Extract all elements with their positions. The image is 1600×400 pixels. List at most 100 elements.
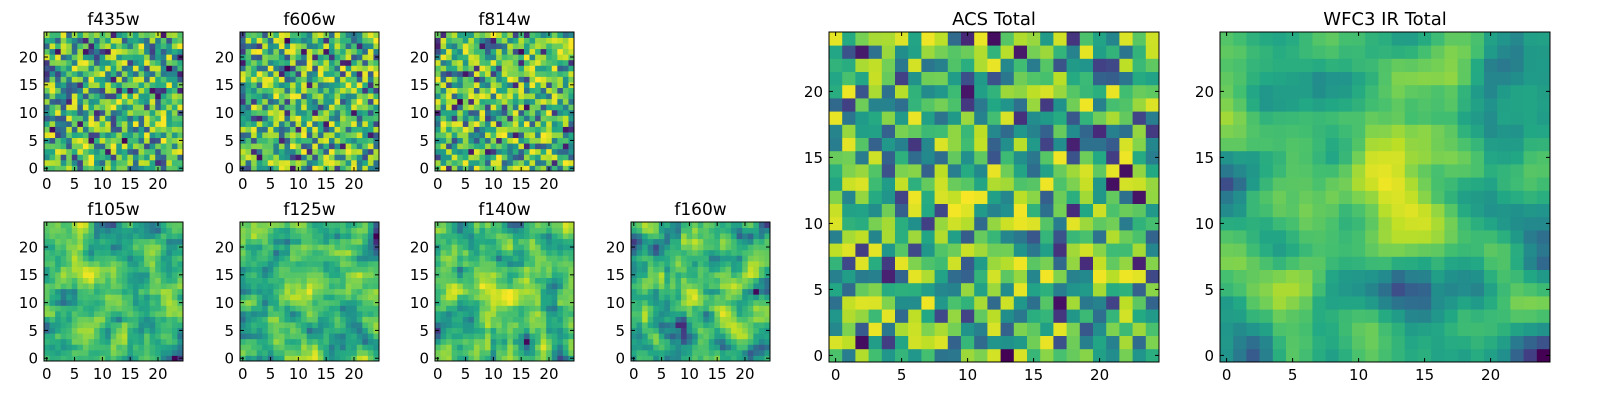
heatmap-cell [323, 115, 330, 122]
heatmap-cell [557, 344, 564, 351]
heatmap-cell [295, 322, 302, 329]
heatmap-cell [518, 93, 525, 100]
heatmap-cell [295, 299, 302, 306]
heatmap-cell [71, 349, 78, 356]
heatmap-cell [1027, 216, 1041, 231]
heatmap-cell [736, 238, 743, 245]
heatmap-cell [529, 109, 536, 116]
heatmap-cell [921, 282, 935, 297]
heatmap-cell [681, 277, 687, 284]
heatmap-cell [664, 355, 671, 362]
heatmap-cell [708, 333, 715, 340]
heatmap-cell [306, 327, 313, 334]
heatmap-cell [278, 98, 285, 105]
heatmap-cell [535, 299, 542, 306]
heatmap-cell [60, 338, 67, 345]
heatmap-cell [149, 93, 156, 100]
heatmap-cell [636, 283, 643, 290]
heatmap-cell [290, 310, 296, 317]
heatmap-cell [1040, 216, 1054, 231]
heatmap-cell [961, 269, 975, 284]
heatmap-cell [947, 335, 962, 350]
heatmap-cell [251, 294, 258, 301]
y-tick-label: 20 [215, 48, 234, 66]
heatmap-cell [138, 93, 145, 100]
heatmap-cell [546, 126, 553, 133]
heatmap-cell [367, 65, 374, 72]
heatmap-cell [731, 316, 738, 323]
heatmap-cell [44, 43, 50, 50]
heatmap-cell [451, 82, 458, 88]
heatmap-cell [144, 266, 151, 273]
heatmap-cell [317, 294, 324, 301]
heatmap-cell [323, 54, 330, 61]
y-tick-label: 15 [215, 76, 234, 94]
heatmap-cell [55, 238, 62, 245]
heatmap-cell [725, 244, 732, 251]
heatmap-cell [334, 148, 341, 155]
heatmap-cell [719, 277, 726, 284]
heatmap-cell [1040, 230, 1054, 244]
heatmap-cell [1066, 269, 1081, 284]
heatmap-cell [356, 327, 363, 334]
heatmap-cell [568, 222, 575, 228]
heatmap-cell [529, 154, 536, 161]
heatmap-cell [462, 333, 469, 340]
heatmap-cell [356, 244, 363, 251]
heatmap-cell [273, 148, 280, 155]
heatmap-cell [496, 126, 503, 133]
heatmap-cell [881, 296, 896, 310]
heatmap-cell [49, 327, 56, 334]
heatmap-cell [440, 154, 447, 161]
heatmap-cell [512, 344, 519, 351]
heatmap-cell [166, 165, 173, 172]
heatmap-cell [523, 159, 530, 166]
heatmap-cell [855, 335, 869, 350]
heatmap-cell [842, 282, 856, 297]
heatmap-cell [323, 93, 330, 100]
heatmap-cell [468, 327, 475, 334]
y-tick-label: 0 [224, 350, 234, 368]
heatmap-cell [262, 76, 269, 83]
heatmap-cell [562, 70, 569, 77]
heatmap-cell [373, 120, 380, 127]
heatmap-cell [557, 82, 564, 88]
heatmap-cell [742, 299, 749, 306]
heatmap-cell [55, 294, 62, 301]
heatmap-cell [82, 132, 89, 139]
heatmap-cell [121, 233, 128, 240]
heatmap-cell [562, 272, 569, 278]
heatmap-cell [328, 76, 335, 83]
heatmap-cell [479, 43, 486, 50]
heatmap-cell [540, 299, 547, 306]
heatmap-cell [1040, 296, 1054, 310]
heatmap-cell [55, 277, 62, 284]
heatmap-cell [262, 48, 269, 55]
heatmap-cell [725, 227, 732, 234]
heatmap-cell [82, 338, 89, 345]
heatmap-cell [312, 272, 319, 278]
heatmap-cell [77, 222, 84, 228]
heatmap-cell [731, 299, 738, 306]
heatmap-cell [708, 338, 715, 345]
heatmap-cell [451, 148, 458, 155]
heatmap-cell [697, 244, 704, 251]
heatmap-cell [658, 316, 665, 323]
panel-title: f814w [478, 10, 530, 30]
heatmap-cell [468, 310, 475, 317]
heatmap-cell [317, 233, 324, 240]
heatmap-cell [88, 266, 95, 273]
heatmap-cell [110, 143, 117, 150]
heatmap-cell [468, 59, 475, 66]
heatmap-cell [127, 98, 134, 105]
heatmap-cell [44, 70, 50, 77]
heatmap-cell [636, 310, 643, 317]
heatmap-cell [367, 59, 374, 66]
heatmap-cell [529, 76, 536, 83]
heatmap-cell [708, 288, 715, 295]
heatmap-cell [99, 255, 106, 262]
heatmap-cell [686, 227, 693, 234]
heatmap-cell [987, 190, 1001, 204]
heatmap-cell [462, 54, 469, 61]
heatmap-cell [273, 238, 280, 245]
